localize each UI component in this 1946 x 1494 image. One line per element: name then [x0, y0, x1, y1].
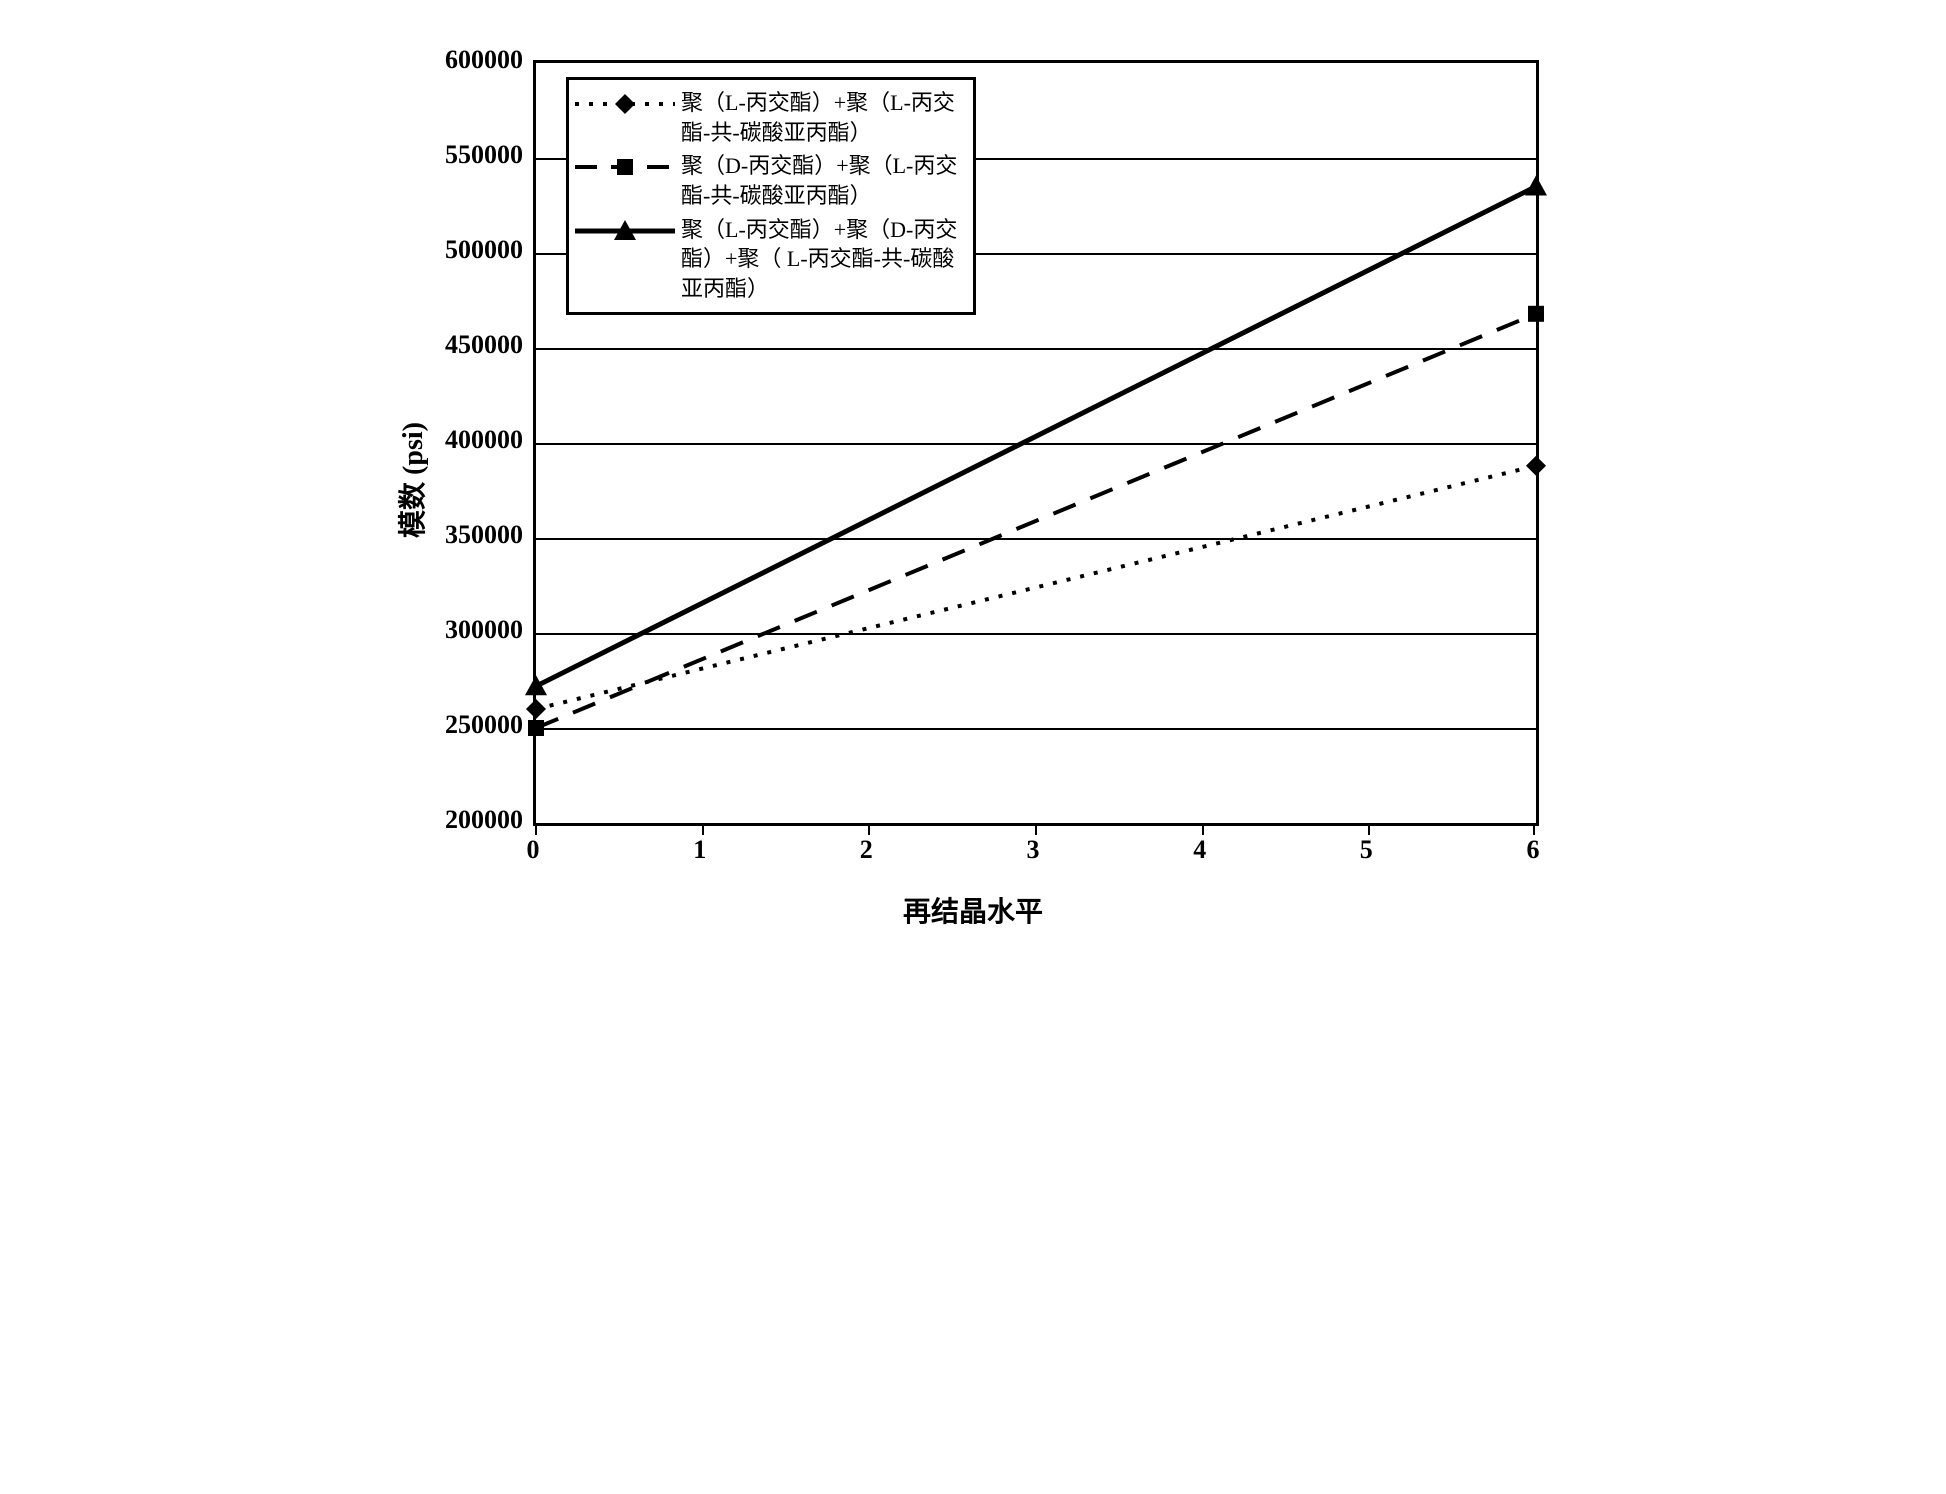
- legend-item: 聚（D-丙交酯）+聚（L-丙交酯-共-碳酸亚丙酯）: [575, 151, 967, 210]
- legend-label: 聚（L-丙交酯）+聚（D-丙交酯）+聚（ L-丙交酯-共-碳酸亚丙酯）: [675, 215, 967, 304]
- legend-item: 聚（L-丙交酯）+聚（L-丙交酯-共-碳酸亚丙酯）: [575, 88, 967, 147]
- y-tick-label: 550000: [413, 140, 523, 170]
- x-tick-label: 3: [1013, 835, 1053, 865]
- x-tick-label: 6: [1513, 835, 1553, 865]
- legend-swatch-square: [575, 155, 675, 179]
- y-tick-label: 400000: [413, 425, 523, 455]
- x-tick-label: 0: [513, 835, 553, 865]
- x-tick: [1202, 823, 1204, 835]
- series-2-marker: [1528, 306, 1544, 322]
- series-1-marker: [526, 699, 546, 719]
- x-tick: [1035, 823, 1037, 835]
- series-2-line: [536, 314, 1536, 728]
- legend-label: 聚（D-丙交酯）+聚（L-丙交酯-共-碳酸亚丙酯）: [675, 151, 967, 210]
- y-tick-label: 300000: [413, 615, 523, 645]
- series-1-line: [536, 466, 1536, 709]
- y-tick-label: 250000: [413, 710, 523, 740]
- legend-label: 聚（L-丙交酯）+聚（L-丙交酯-共-碳酸亚丙酯）: [675, 88, 967, 147]
- y-tick-label: 200000: [413, 805, 523, 835]
- x-tick-label: 5: [1346, 835, 1386, 865]
- series-3-marker: [1525, 176, 1547, 196]
- series-2-marker: [528, 720, 544, 736]
- y-tick-label: 450000: [413, 330, 523, 360]
- x-tick: [1533, 823, 1535, 835]
- chart-container: 模数 (psi) 200000 250000 300000 350000 400…: [373, 40, 1573, 920]
- plot-area: 聚（L-丙交酯）+聚（L-丙交酯-共-碳酸亚丙酯） 聚（D-丙交酯）+聚（L-丙…: [533, 60, 1539, 826]
- y-tick-label: 600000: [413, 45, 523, 75]
- x-tick-label: 4: [1180, 835, 1220, 865]
- legend-swatch-triangle: [575, 219, 675, 243]
- x-tick: [535, 823, 537, 835]
- series-1-marker: [1526, 456, 1546, 476]
- x-tick-label: 2: [846, 835, 886, 865]
- x-tick: [868, 823, 870, 835]
- x-tick: [702, 823, 704, 835]
- legend: 聚（L-丙交酯）+聚（L-丙交酯-共-碳酸亚丙酯） 聚（D-丙交酯）+聚（L-丙…: [566, 77, 976, 315]
- legend-swatch-diamond: [575, 92, 675, 116]
- x-axis-label: 再结晶水平: [903, 890, 1043, 930]
- x-tick: [1368, 823, 1370, 835]
- y-tick-label: 500000: [413, 235, 523, 265]
- y-tick-label: 350000: [413, 520, 523, 550]
- legend-item: 聚（L-丙交酯）+聚（D-丙交酯）+聚（ L-丙交酯-共-碳酸亚丙酯）: [575, 215, 967, 304]
- series-3-marker: [525, 675, 547, 695]
- x-tick-label: 1: [680, 835, 720, 865]
